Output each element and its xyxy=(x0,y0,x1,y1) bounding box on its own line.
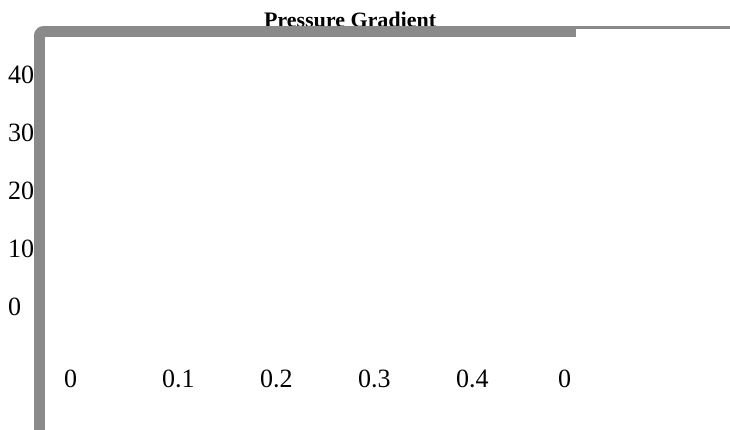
x-tick-label: 0 xyxy=(558,364,571,393)
plot-frame-left xyxy=(34,26,45,430)
chart-title: Pressure Gradient xyxy=(263,7,437,28)
y-tick-label: 40 xyxy=(8,60,34,89)
x-tick-label: 0.4 xyxy=(456,364,489,393)
y-tick-label: 20 xyxy=(8,176,34,205)
y-tick-label: 30 xyxy=(8,118,34,147)
x-tick-label: 0.1 xyxy=(162,364,195,393)
plot-frame-top xyxy=(34,26,576,37)
y-tick-label: 0 xyxy=(8,292,21,321)
y-tick-label: 10 xyxy=(8,234,34,263)
x-tick-label: 0.3 xyxy=(358,364,391,393)
x-tick-label: 0 xyxy=(64,364,77,393)
plot-frame-top-extension xyxy=(576,26,730,29)
x-tick-label: 0.2 xyxy=(260,364,293,393)
